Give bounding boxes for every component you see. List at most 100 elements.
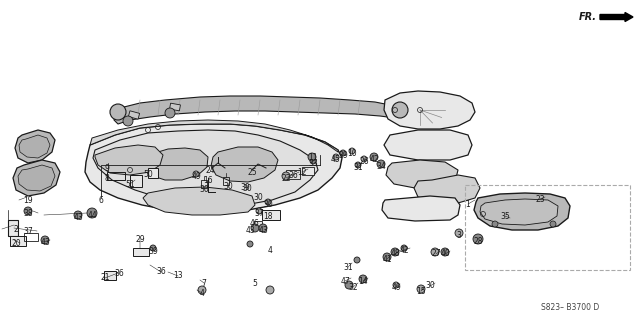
Circle shape (87, 208, 97, 218)
Text: 23: 23 (535, 195, 545, 204)
Polygon shape (95, 145, 163, 175)
Text: 51: 51 (125, 180, 135, 188)
Text: 29: 29 (135, 235, 145, 244)
Text: 6: 6 (99, 196, 104, 204)
Text: 32: 32 (348, 283, 358, 292)
Circle shape (333, 154, 339, 160)
Circle shape (401, 245, 407, 251)
Circle shape (266, 286, 274, 294)
Text: 36: 36 (156, 268, 166, 276)
Text: 14: 14 (358, 276, 368, 285)
Text: 30: 30 (199, 185, 209, 194)
Polygon shape (480, 199, 558, 225)
Text: 19: 19 (23, 196, 33, 204)
Text: 50: 50 (143, 170, 153, 179)
Circle shape (349, 148, 355, 154)
Text: 41: 41 (382, 254, 392, 263)
Text: 36: 36 (288, 171, 298, 180)
Circle shape (392, 102, 408, 118)
Text: 48: 48 (390, 250, 400, 259)
Polygon shape (18, 165, 55, 191)
Text: 13: 13 (173, 271, 183, 281)
Text: 49: 49 (191, 172, 201, 180)
Text: FR.: FR. (579, 12, 597, 22)
Text: 27: 27 (431, 250, 441, 259)
Text: 39: 39 (338, 150, 348, 159)
Text: 38: 38 (23, 209, 33, 218)
Text: 33: 33 (308, 158, 318, 167)
Circle shape (550, 221, 556, 227)
Text: 2: 2 (13, 225, 19, 234)
Text: 21: 21 (100, 274, 109, 283)
Circle shape (340, 150, 346, 156)
Text: 8: 8 (104, 173, 109, 182)
Text: 43: 43 (258, 226, 268, 235)
Polygon shape (90, 120, 338, 152)
Bar (148, 168, 158, 178)
Bar (262, 210, 280, 220)
Circle shape (393, 282, 399, 288)
Circle shape (310, 158, 316, 164)
Circle shape (123, 116, 133, 126)
Text: 3: 3 (456, 230, 461, 239)
Text: 11: 11 (308, 153, 317, 162)
Bar (302, 167, 314, 175)
Circle shape (256, 208, 262, 214)
Circle shape (359, 275, 367, 283)
Text: 15: 15 (416, 286, 426, 295)
Text: 30: 30 (223, 181, 233, 190)
Text: 22: 22 (281, 173, 291, 182)
Text: 5: 5 (253, 278, 257, 287)
Polygon shape (211, 147, 278, 182)
Circle shape (391, 248, 399, 256)
Text: 4: 4 (200, 289, 204, 298)
Text: 47: 47 (340, 276, 350, 285)
Circle shape (383, 253, 391, 261)
Text: 4: 4 (268, 245, 273, 254)
Polygon shape (474, 193, 570, 230)
Text: 31: 31 (343, 262, 353, 271)
Circle shape (251, 224, 259, 232)
Circle shape (473, 234, 483, 244)
Circle shape (24, 207, 32, 215)
Circle shape (354, 257, 360, 263)
Text: 24: 24 (205, 165, 215, 174)
Text: S823– B3700 D: S823– B3700 D (541, 303, 599, 313)
Polygon shape (85, 124, 342, 212)
Text: 34: 34 (376, 162, 386, 171)
Circle shape (259, 224, 267, 232)
Text: 30: 30 (242, 183, 252, 193)
Circle shape (308, 153, 316, 161)
Bar (107, 172, 125, 180)
Bar (133, 248, 149, 256)
Text: 7: 7 (202, 278, 207, 287)
Polygon shape (170, 103, 180, 111)
Bar (201, 180, 207, 188)
Polygon shape (143, 148, 208, 180)
Circle shape (361, 156, 367, 162)
Circle shape (377, 160, 385, 168)
Polygon shape (414, 175, 480, 203)
Circle shape (193, 171, 199, 177)
Polygon shape (386, 160, 458, 188)
Text: 43: 43 (40, 237, 50, 246)
Text: 35: 35 (500, 212, 510, 220)
Text: 30: 30 (253, 193, 263, 202)
Circle shape (370, 153, 378, 161)
Bar (223, 177, 229, 185)
Text: 26: 26 (359, 156, 369, 165)
Text: 37: 37 (23, 227, 33, 236)
Circle shape (74, 211, 82, 219)
Text: 10: 10 (347, 148, 357, 157)
Text: 46: 46 (249, 219, 259, 228)
Circle shape (165, 108, 175, 118)
Circle shape (150, 245, 156, 251)
Polygon shape (143, 187, 255, 215)
Polygon shape (93, 130, 318, 206)
Circle shape (282, 172, 290, 180)
Circle shape (355, 162, 361, 168)
Text: 28: 28 (473, 236, 483, 245)
Text: 43: 43 (245, 226, 255, 235)
Text: 12: 12 (297, 167, 307, 177)
Text: 43: 43 (73, 212, 83, 221)
